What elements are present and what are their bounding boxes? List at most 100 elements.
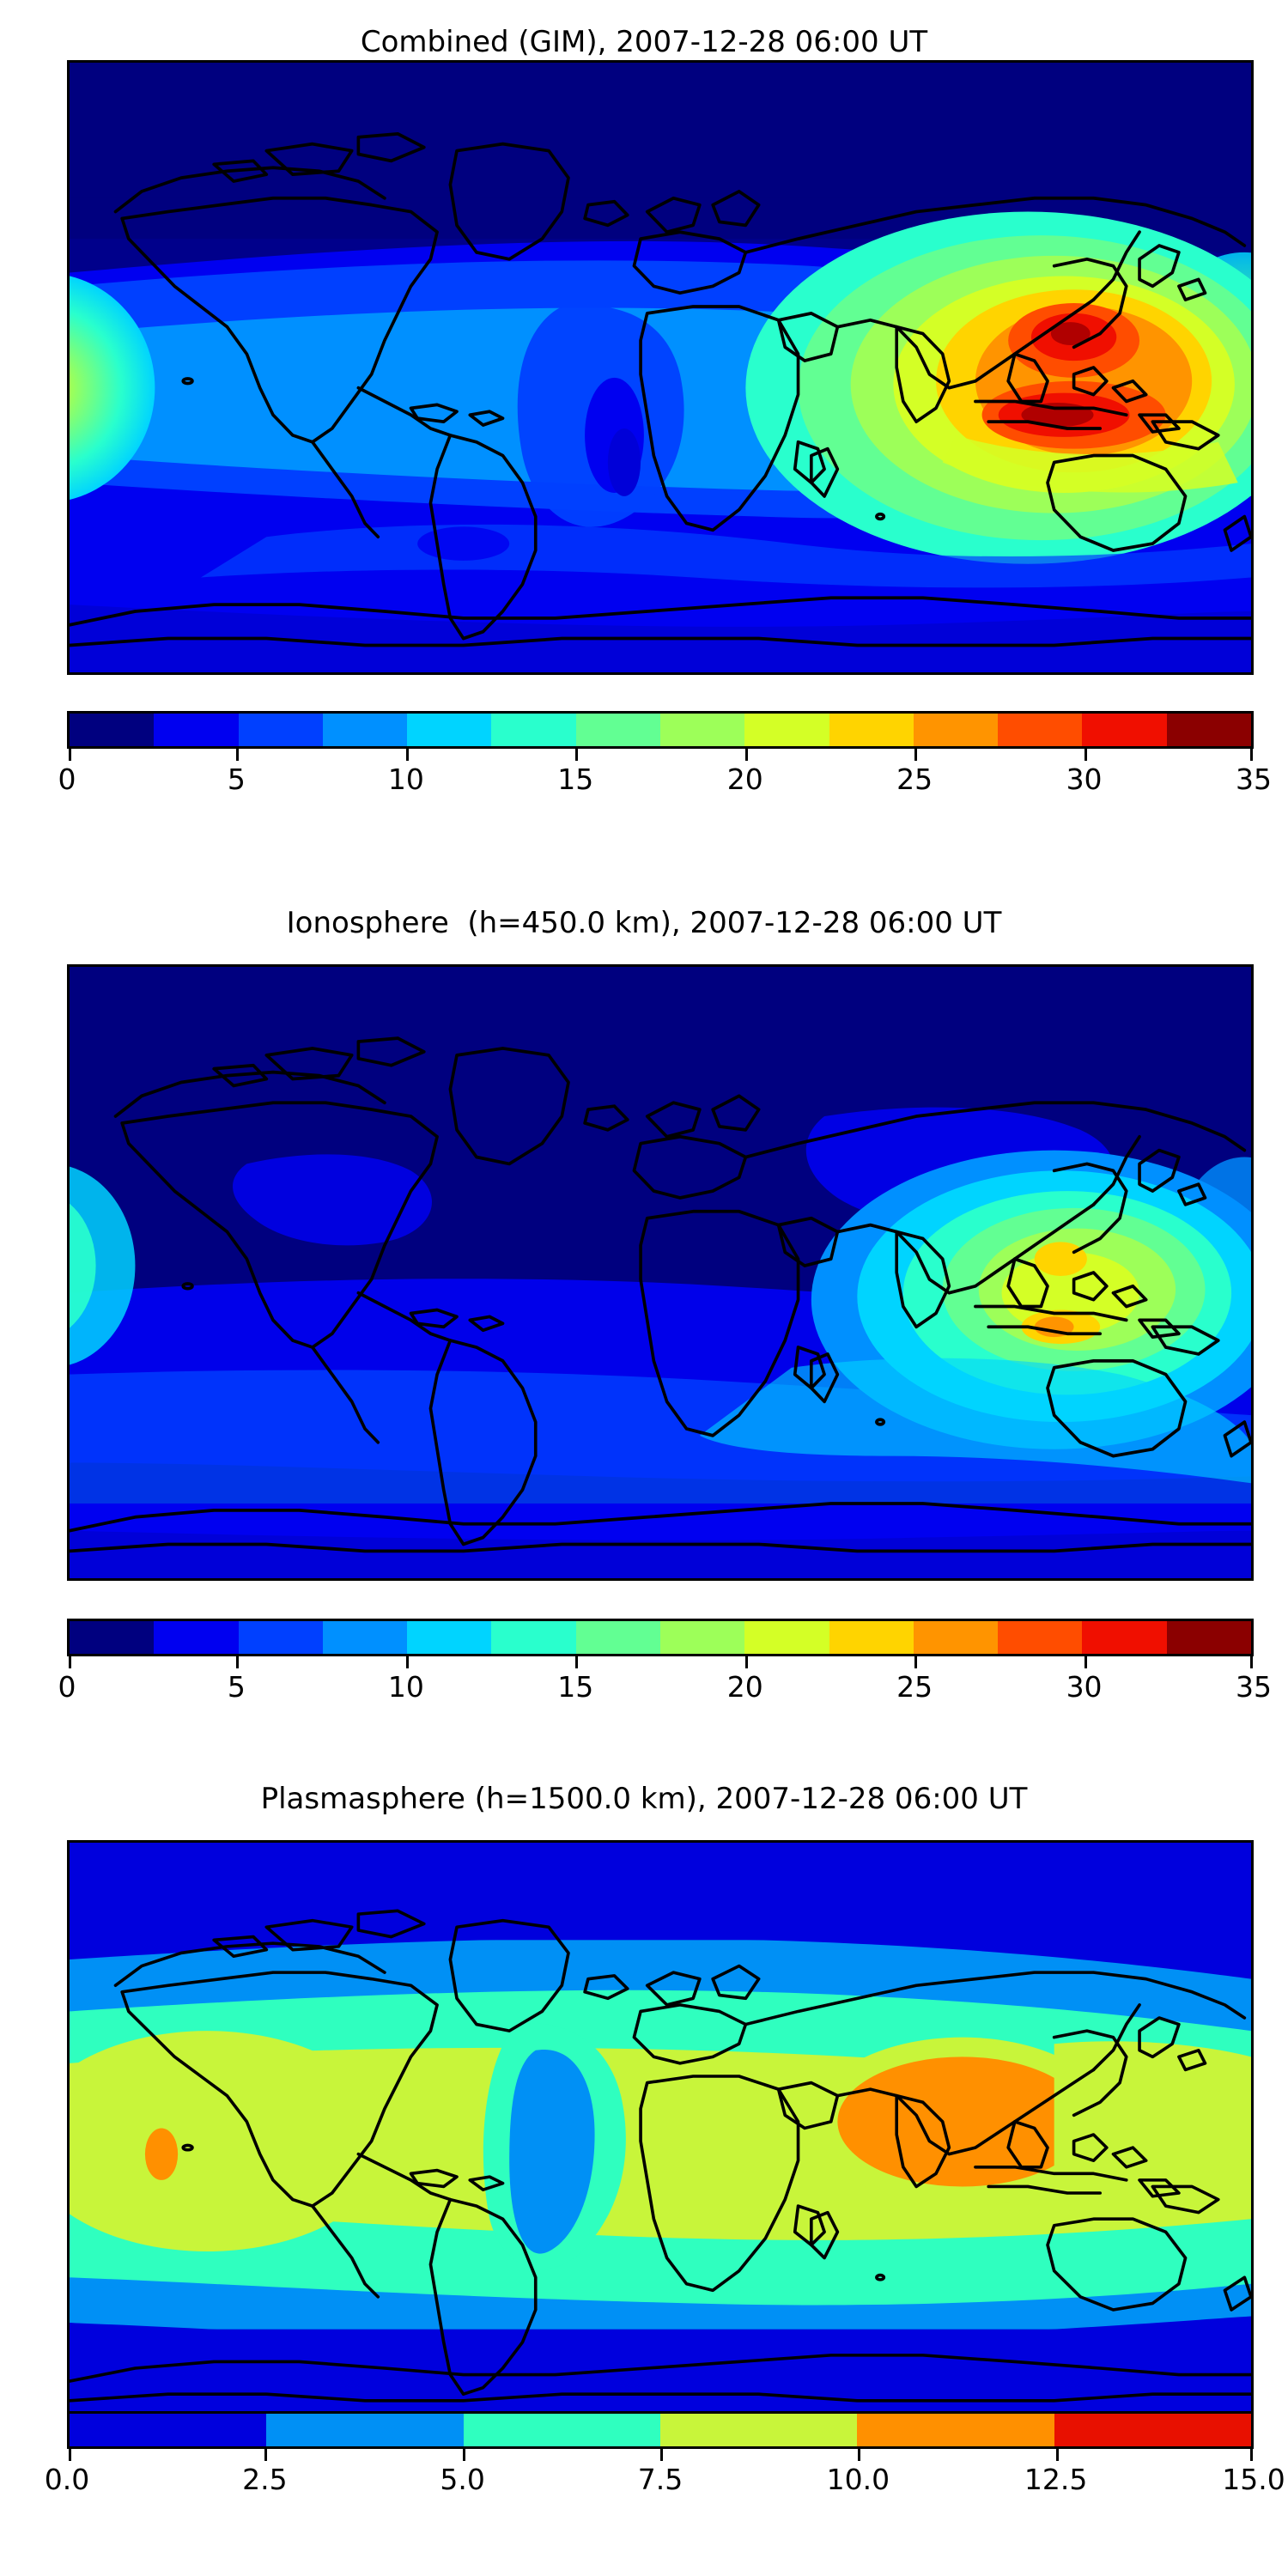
colorbar-swatch-5: [1054, 2414, 1251, 2446]
colorbar-tick-3: [575, 749, 579, 761]
colorbar-tick-label-1: 5: [227, 1670, 246, 1704]
colorbar-swatch-8: [744, 714, 829, 746]
colorbar-tick-label-5: 25: [896, 1670, 933, 1704]
colorbar-wrap-combined-gim: 0 5 10 15 20 25 30 35: [58, 711, 1273, 805]
colorbar-tick-label-0: 0.0: [44, 2463, 90, 2496]
colorbar-tick-label-3: 15: [557, 1670, 594, 1704]
colorbar-tick-6: [1084, 749, 1087, 761]
colorbar-labels-ionosphere: 0 5 10 15 20 25 30 35: [58, 1670, 1273, 1704]
colorbar-swatch-0: [70, 714, 155, 746]
colorbar-tick-label-4: 20: [726, 762, 763, 796]
colorbar-swatch-8: [744, 1621, 829, 1654]
colorbar-tick-0: [68, 2449, 71, 2461]
colorbar-tick-label-6: 15.0: [1222, 2463, 1285, 2496]
colorbar-tick-label-2: 5.0: [440, 2463, 485, 2496]
coastline-layer-combined-gim: [70, 131, 1251, 647]
colorbar-labels-combined-gim: 0 5 10 15 20 25 30 35: [58, 762, 1273, 797]
colorbar-swatch-0: [70, 2414, 267, 2446]
panel-ionosphere: Ionosphere (h=450.0 km), 2007-12-28 06:0…: [0, 876, 1288, 1752]
colorbar-tick-4: [744, 749, 748, 761]
colorbar-swatch-2: [238, 714, 323, 746]
map-axes-combined-gim: [67, 60, 1254, 675]
map-axes-ionosphere: [67, 964, 1254, 1581]
colorbar-swatch-13: [1166, 714, 1251, 746]
panel-plasmasphere: Plasmasphere (h=1500.0 km), 2007-12-28 0…: [0, 1752, 1288, 2576]
colorbar-swatch-12: [1082, 1621, 1167, 1654]
colorbar-swatch-4: [857, 2414, 1054, 2446]
colorbar-labels-plasmasphere: 0.0 2.5 5.0 7.5 10.0 12.5 15.0: [45, 2463, 1285, 2497]
colorbar-tick-label-4: 10.0: [826, 2463, 890, 2496]
colorbar-swatch-6: [575, 1621, 660, 1654]
colorbar-tick-label-4: 20: [726, 1670, 763, 1704]
tec-field-plasmasphere: [70, 1843, 1251, 2427]
colorbar-swatch-2: [238, 1621, 323, 1654]
colorbar-swatch-11: [998, 1621, 1083, 1654]
tec-field-combined-gim: [70, 63, 1251, 672]
colorbar-tick-0: [68, 1656, 71, 1668]
panel-title-ionosphere: Ionosphere (h=450.0 km), 2007-12-28 06:0…: [286, 906, 1002, 940]
colorbar-swatch-10: [913, 714, 999, 746]
colorbar-tick-label-5: 12.5: [1024, 2463, 1088, 2496]
colorbar-tick-label-3: 15: [557, 762, 594, 796]
colorbar-tick-6: [1084, 1656, 1087, 1668]
colorbar-tick-1: [236, 749, 240, 761]
colorbar-tick-label-6: 30: [1066, 762, 1103, 796]
panel-title-combined-gim: Combined (GIM), 2007-12-28 06:00 UT: [360, 25, 928, 59]
colorbar-tick-label-2: 10: [387, 762, 424, 796]
map-canvas-plasmasphere: [70, 1843, 1251, 2427]
map-axes-plasmasphere: [67, 1840, 1254, 2429]
colorbar-tick-6: [1249, 2449, 1253, 2461]
colorbar-combined-gim: [67, 711, 1254, 749]
colorbar-ionosphere: [67, 1619, 1254, 1656]
colorbar-swatch-5: [491, 714, 576, 746]
colorbar-tick-label-0: 0: [58, 762, 76, 796]
colorbar-swatch-1: [154, 1621, 239, 1654]
colorbar-wrap-ionosphere: 0 5 10 15 20 25 30 35: [58, 1619, 1273, 1713]
tec-field-ionosphere: [70, 967, 1251, 1578]
colorbar-swatch-2: [463, 2414, 660, 2446]
colorbar-tick-label-6: 30: [1066, 1670, 1103, 1704]
colorbar-tick-2: [405, 1656, 409, 1668]
colorbar-tick-5: [914, 1656, 918, 1668]
colorbar-swatch-4: [407, 714, 492, 746]
colorbar-tick-label-0: 0: [58, 1670, 76, 1704]
colorbar-swatch-4: [407, 1621, 492, 1654]
colorbar-swatch-0: [70, 1621, 155, 1654]
colorbar-swatch-12: [1082, 714, 1167, 746]
colorbar-wrap-plasmasphere: 0.0 2.5 5.0 7.5 10.0 12.5 15.0: [45, 2411, 1285, 2506]
colorbar-tick-3: [575, 1656, 579, 1668]
colorbar-tick-5: [914, 749, 918, 761]
colorbar-tick-label-7: 35: [1236, 762, 1272, 796]
colorbar-tick-label-3: 7.5: [637, 2463, 683, 2496]
colorbar-swatch-6: [575, 714, 660, 746]
coastline-layer-ionosphere: [70, 1036, 1251, 1553]
colorbar-tick-label-5: 25: [896, 762, 933, 796]
colorbar-tick-label-7: 35: [1236, 1670, 1272, 1704]
colorbar-swatch-9: [829, 1621, 914, 1654]
colorbar-ticks-combined-gim: [67, 749, 1254, 761]
colorbar-swatch-7: [659, 1621, 745, 1654]
colorbar-ticks-ionosphere: [67, 1656, 1254, 1668]
panel-combined-gim: Combined (GIM), 2007-12-28 06:00 UT: [0, 0, 1288, 876]
colorbar-tick-1: [264, 2449, 268, 2461]
coastline-layer-plasmasphere: [70, 1909, 1251, 2403]
colorbar-tick-0: [68, 749, 71, 761]
colorbar-swatch-1: [154, 714, 239, 746]
colorbar-tick-2: [405, 749, 409, 761]
colorbar-tick-label-2: 10: [387, 1670, 424, 1704]
colorbar-plasmasphere: [67, 2411, 1254, 2449]
colorbar-ticks-plasmasphere: [67, 2449, 1254, 2461]
colorbar-tick-7: [1249, 749, 1253, 761]
colorbar-tick-3: [660, 2449, 663, 2461]
map-canvas-ionosphere: [70, 967, 1251, 1578]
colorbar-tick-7: [1249, 1656, 1253, 1668]
colorbar-swatch-3: [322, 714, 408, 746]
colorbar-swatch-13: [1166, 1621, 1251, 1654]
colorbar-tick-5: [1055, 2449, 1059, 2461]
colorbar-swatch-3: [322, 1621, 408, 1654]
colorbar-swatch-10: [913, 1621, 999, 1654]
colorbar-tick-4: [858, 2449, 861, 2461]
panel-title-plasmasphere: Plasmasphere (h=1500.0 km), 2007-12-28 0…: [260, 1782, 1028, 1816]
colorbar-tick-4: [744, 1656, 748, 1668]
